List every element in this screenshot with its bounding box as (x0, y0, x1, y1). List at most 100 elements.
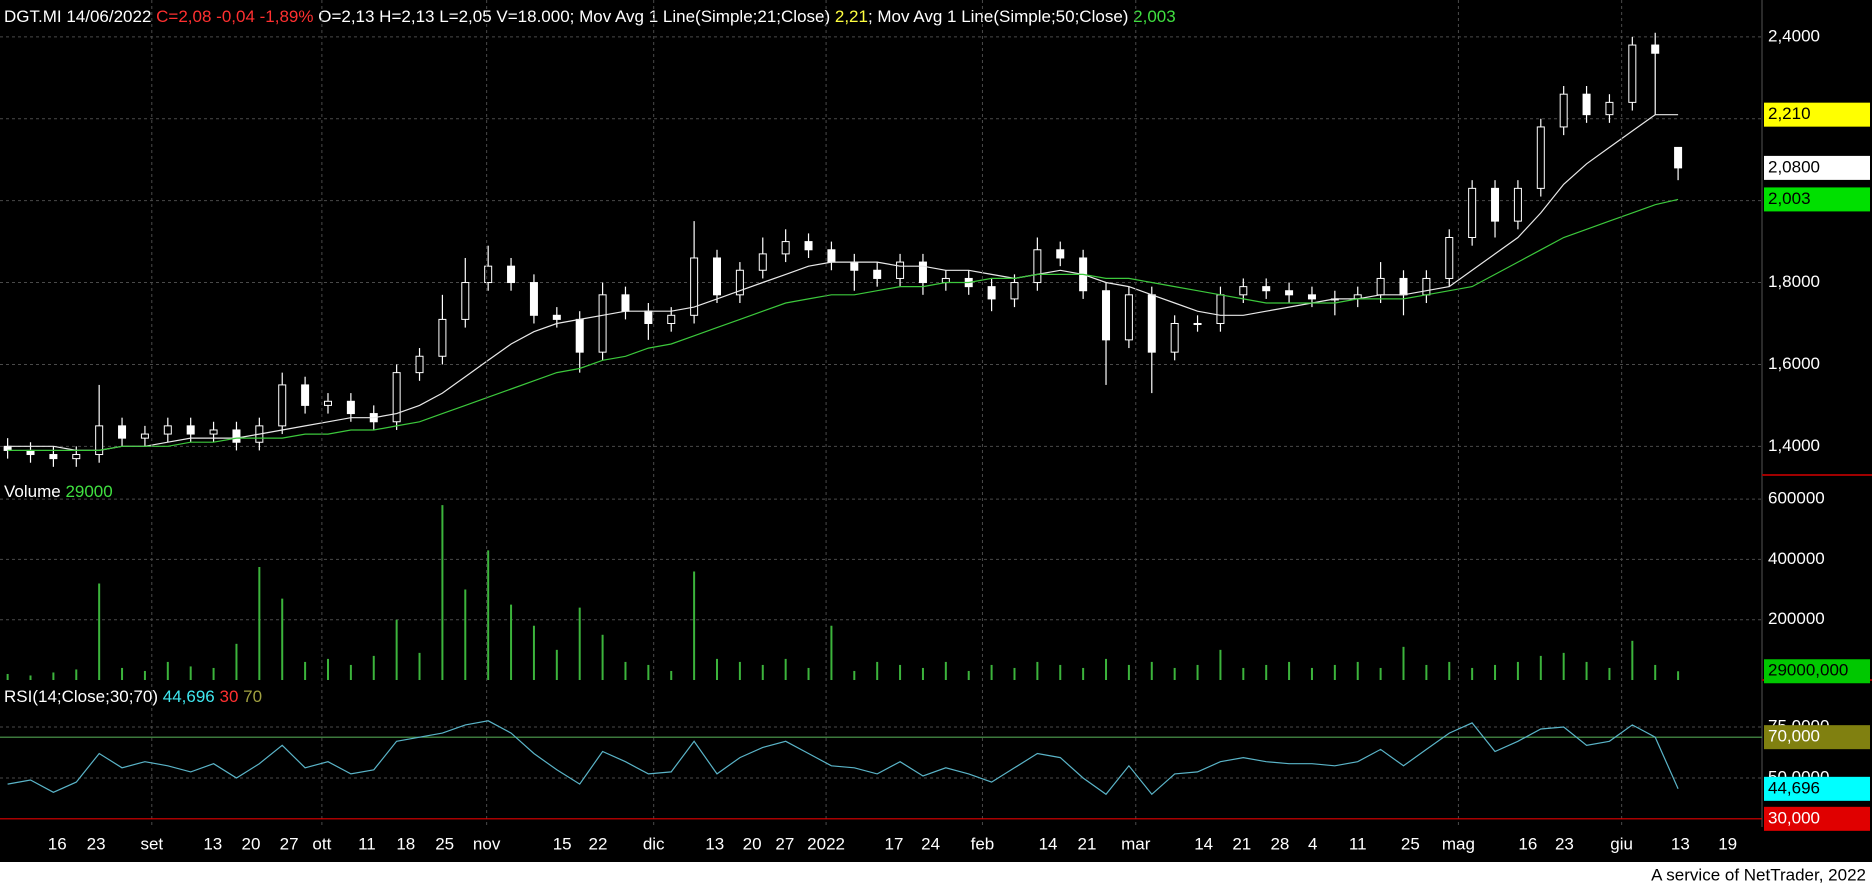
candle-body (278, 384, 287, 427)
candle-body (1147, 294, 1156, 353)
candle-body (1559, 93, 1568, 128)
candle-body (301, 384, 310, 406)
header-part: C=2,08 -0,04 -1,89% (156, 7, 313, 26)
y-tick-label: 2,4000 (1768, 26, 1820, 45)
candle-body (1422, 277, 1431, 296)
footer: A service of NetTrader, 2022 (1651, 865, 1866, 884)
candle-body (1056, 249, 1065, 259)
x-tick-label: 11 (1349, 834, 1367, 853)
y-tick-label: 200000 (1768, 609, 1825, 628)
candle-body (507, 265, 516, 284)
candle-body (987, 286, 996, 300)
x-tick-label: 25 (435, 834, 454, 853)
candle-body (1536, 126, 1545, 189)
y-tick-label: 1,8000 (1768, 272, 1820, 291)
x-tick-label: 24 (921, 834, 940, 853)
candle-body (186, 425, 195, 435)
candle-body (323, 400, 332, 406)
x-tick-label: 21 (1232, 834, 1251, 853)
x-tick-label: feb (971, 834, 995, 853)
x-tick-label: 23 (87, 834, 106, 853)
candle-body (140, 433, 149, 439)
x-tick-label: nov (473, 834, 501, 853)
candle-body (690, 257, 699, 316)
header-part: RSI(14;Close;30;70) (4, 687, 163, 706)
x-tick-label: 13 (1671, 834, 1690, 853)
panel-header: Volume 29000 (4, 482, 113, 501)
candle-body (1170, 322, 1179, 353)
candle-body (1285, 290, 1294, 296)
candle-body (1674, 146, 1683, 169)
candle-body (1605, 101, 1614, 116)
value-box (1764, 155, 1870, 180)
candle-body (1399, 277, 1408, 296)
x-tick-label: 13 (203, 834, 222, 853)
candle-body (1651, 44, 1660, 54)
value-box (1764, 725, 1870, 750)
candle-body (552, 314, 561, 320)
value-box-label: 2,003 (1768, 189, 1811, 208)
x-tick-label: 20 (241, 834, 260, 853)
x-tick-label: giu (1610, 834, 1633, 853)
candle-body (1216, 294, 1225, 324)
x-tick-label: 2022 (807, 834, 845, 853)
candle-body (1239, 286, 1248, 296)
candle-body (758, 253, 767, 271)
candle-body (484, 265, 493, 284)
header-part: Volume (4, 482, 65, 501)
header-part: O=2,13 H=2,13 L=2,05 V=18.000 (314, 7, 570, 26)
header-part: ; Mov Avg 1 Line(Simple;21;Close) (570, 7, 835, 26)
candle-body (415, 355, 424, 374)
candle-body (49, 454, 58, 460)
candle-body (1193, 322, 1202, 325)
value-box-label: 70,000 (1768, 727, 1820, 746)
x-tick-label: dic (643, 834, 665, 853)
y-tick-label: 600000 (1768, 489, 1825, 508)
value-box (1764, 102, 1870, 127)
panel-header: DGT.MI 14/06/2022 C=2,08 -0,04 -1,89% O=… (4, 7, 1176, 26)
candle-body (346, 400, 355, 415)
candle-body (621, 294, 630, 312)
header-part: 2,003 (1133, 7, 1176, 26)
value-box-label: 2,210 (1768, 104, 1811, 123)
candle-body (781, 241, 790, 255)
candle-body (1307, 294, 1316, 300)
x-tick-label: 28 (1270, 834, 1289, 853)
candle-body (1376, 277, 1385, 296)
candle-body (1582, 93, 1591, 116)
candle-body (118, 425, 127, 439)
header-part: ; Mov Avg 1 Line(Simple;50;Close) (868, 7, 1133, 26)
value-box-label: 44,696 (1768, 778, 1820, 797)
x-tick-label: 27 (775, 834, 794, 853)
candle-body (1445, 237, 1454, 279)
x-tick-label: mar (1121, 834, 1151, 853)
candle-body (644, 310, 653, 324)
candle-body (461, 282, 470, 320)
x-tick-label: mag (1442, 834, 1475, 853)
value-box (1764, 776, 1870, 801)
candle-body (1628, 44, 1637, 103)
candle-body (1513, 187, 1522, 222)
x-tick-label: set (140, 834, 163, 853)
x-tick-label: 14 (1039, 834, 1058, 853)
x-tick-label: 17 (885, 834, 904, 853)
candle-body (873, 269, 882, 279)
candle-body (1124, 294, 1133, 341)
x-tick-label: 25 (1401, 834, 1420, 853)
candle-body (575, 318, 584, 353)
x-tick-label: 13 (705, 834, 724, 853)
value-box (1764, 659, 1870, 684)
moving-average (7, 114, 1679, 451)
header-part: 29000 (65, 482, 112, 501)
x-tick-label: 20 (743, 834, 762, 853)
candle-body (209, 429, 218, 435)
candle-body (850, 261, 859, 271)
candle-body (713, 257, 722, 296)
candle-body (804, 241, 813, 251)
x-tick-label: 15 (553, 834, 572, 853)
rsi-line (7, 720, 1679, 796)
candle-body (95, 425, 104, 456)
value-box-label: 30,000 (1768, 808, 1820, 827)
